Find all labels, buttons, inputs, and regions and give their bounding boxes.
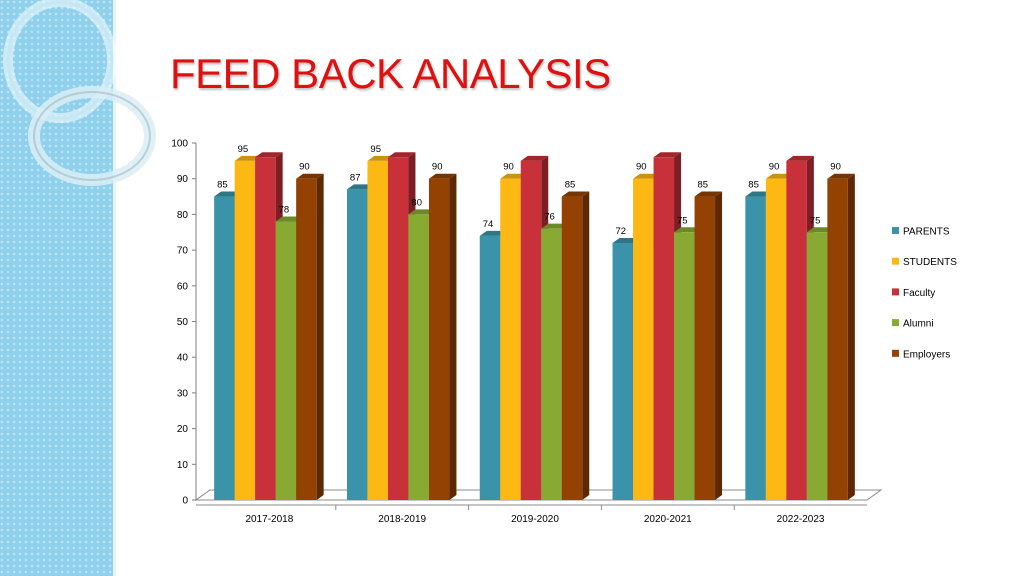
y-tick-label: 20	[177, 424, 189, 435]
data-label: 76	[544, 212, 555, 223]
bar-top-faculty	[255, 152, 283, 158]
y-axis-line	[195, 143, 204, 501]
legend-swatch-parents	[892, 227, 899, 234]
legend-swatch-employers	[892, 349, 899, 357]
y-tick-label: 40	[177, 353, 189, 364]
bar-top-faculty	[653, 152, 682, 158]
bar-students	[367, 160, 388, 500]
bar-students	[765, 178, 787, 500]
data-label: 90	[299, 162, 310, 173]
bar-top-employers	[296, 173, 324, 179]
bar-employers	[296, 178, 317, 500]
x-tick-label: 2020-2021	[644, 514, 692, 525]
data-label: 85	[565, 180, 576, 191]
legend-label-faculty: Faculty	[903, 288, 935, 299]
bar-parents	[214, 196, 235, 501]
y-tick-label: 30	[177, 388, 189, 399]
data-label: 75	[810, 215, 821, 226]
bar-faculty	[520, 160, 542, 500]
data-label: 87	[350, 172, 361, 183]
bar-top-faculty	[387, 152, 416, 158]
data-label: 95	[370, 144, 381, 155]
data-label: 75	[677, 215, 688, 226]
slide-title: FEED BACK ANALYSIS	[170, 50, 611, 97]
bar-alumni	[541, 228, 562, 500]
data-label: 85	[217, 180, 228, 191]
data-label: 85	[748, 180, 759, 191]
bar-faculty	[786, 160, 807, 500]
data-label: 74	[483, 219, 494, 230]
legend-label-students: STUDENTS	[903, 257, 957, 268]
bar-alumni	[674, 232, 695, 500]
legend-label-parents: PARENTS	[903, 227, 950, 238]
y-tick-label: 50	[177, 317, 189, 328]
decorative-rings	[3, 0, 156, 186]
data-label: 78	[279, 205, 290, 216]
data-label: 80	[411, 197, 422, 208]
bar-top-faculty	[786, 155, 814, 161]
x-tick-label: 2019-2020	[511, 514, 559, 525]
bar-employers	[561, 196, 583, 501]
bar-employers	[827, 178, 848, 500]
data-label: 85	[698, 180, 709, 191]
data-label: 95	[238, 144, 249, 155]
bar-top-employers	[561, 191, 590, 197]
y-tick-label: 70	[177, 246, 189, 257]
y-tick-label: 80	[177, 210, 189, 221]
bar-side-employers	[582, 191, 590, 501]
y-tick-label: 100	[171, 139, 188, 150]
x-tick-label: 2018-2019	[378, 514, 426, 525]
bar-students	[633, 178, 654, 500]
bar-students	[500, 178, 521, 500]
legend-swatch-faculty	[892, 288, 899, 296]
data-label: 72	[616, 226, 627, 237]
legend-swatch-students	[892, 257, 899, 265]
bar-side-employers	[715, 191, 723, 501]
bar-side-employers	[316, 173, 324, 500]
bar-alumni	[408, 214, 429, 500]
data-label: 90	[503, 162, 514, 173]
y-tick-label: 60	[177, 281, 189, 292]
data-label: 90	[432, 162, 443, 173]
bar-faculty	[255, 157, 276, 500]
bar-top-employers	[428, 173, 457, 179]
y-tick-label: 10	[177, 460, 189, 471]
bar-parents	[745, 196, 766, 501]
bar-parents	[346, 189, 368, 500]
bar-side-employers	[847, 173, 855, 500]
bar-parents	[479, 235, 501, 500]
bar-faculty	[387, 157, 409, 500]
bar-side-employers	[449, 173, 457, 500]
data-label: 90	[769, 162, 780, 173]
side-panel-edge	[113, 0, 116, 576]
legend-label-alumni: Alumni	[903, 319, 934, 330]
bar-alumni	[275, 221, 297, 501]
x-tick-label: 2017-2018	[245, 514, 293, 525]
bar-alumni	[806, 232, 828, 500]
bar-employers	[694, 196, 716, 501]
bar-top-employers	[827, 173, 855, 179]
bar-faculty	[653, 157, 675, 500]
bar-top-faculty	[520, 155, 549, 161]
data-label: 90	[636, 162, 647, 173]
data-label: 90	[830, 162, 841, 173]
x-tick-label: 2022-2023	[777, 514, 825, 525]
legend-swatch-alumni	[892, 319, 899, 327]
y-tick-label: 0	[182, 496, 188, 507]
bar-top-employers	[694, 191, 723, 197]
legend-label-employers: Employers	[903, 349, 950, 360]
y-tick-label: 90	[177, 174, 189, 185]
bar-employers	[428, 178, 450, 500]
bar-students	[234, 160, 256, 500]
bar-parents	[612, 242, 634, 500]
